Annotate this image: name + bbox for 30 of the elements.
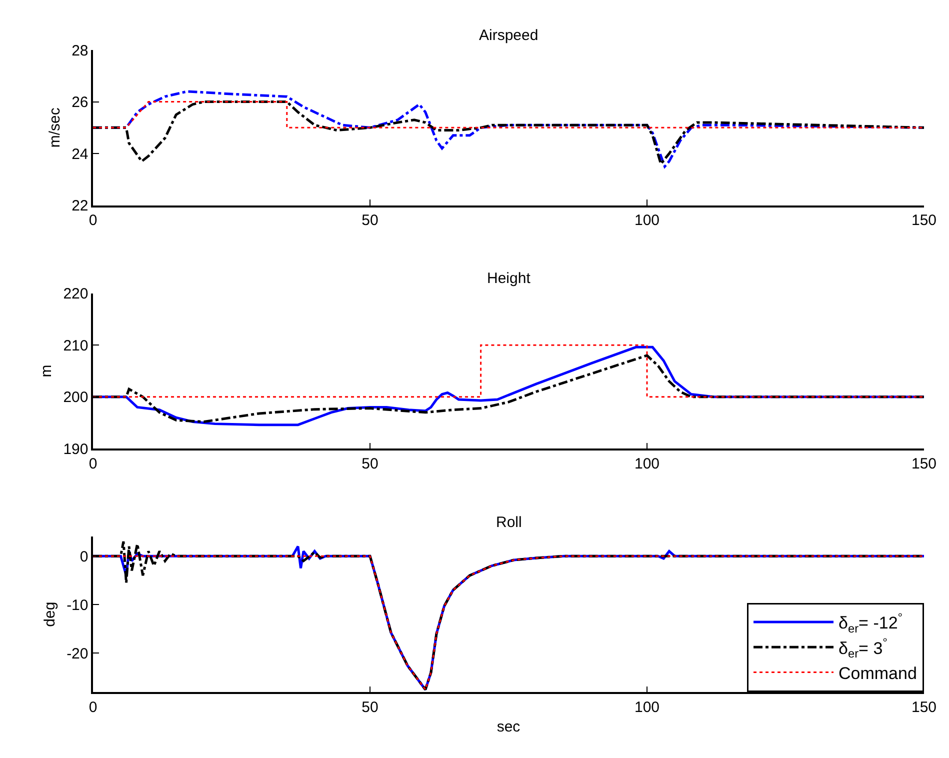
chart-title: Airspeed [479,27,538,44]
x-tick-label: 100 [634,455,660,472]
y-tick-label: 220 [63,286,88,303]
y-tick-label: 200 [63,389,88,406]
x-tick-label: 100 [634,698,660,716]
y-tick-label: 24 [72,146,88,163]
y-tick-label: 210 [63,337,88,354]
x-tick-label: 50 [362,455,378,472]
y-tick-label: 190 [63,440,88,458]
chart-title: Roll [496,514,522,531]
chart-title: Height [487,270,532,287]
y-tick-label: -10 [66,596,88,614]
legend-label: Command [838,664,917,683]
y-axis-title: m [38,364,55,378]
legend-label: δ$_{er}$= -12$^{°}$ [838,610,903,636]
y-tick-label: 26 [72,94,88,112]
x-tick-label: 150 [911,455,937,472]
x-axis-title: sec [496,718,521,736]
x-tick-label: 50 [362,212,378,230]
x-tick-label: 100 [634,212,660,230]
legend-label: δ$_{er}$= 3$^{°}$ [838,636,888,660]
y-axis-title: deg [41,602,58,627]
y-axis-title: m/sec [46,107,64,148]
x-tick-label: 150 [911,212,937,230]
x-tick-label: 50 [362,698,378,716]
y-tick-label: 0 [80,548,88,566]
y-tick-label: 28 [72,42,88,60]
y-tick-label: 22 [72,198,88,215]
y-tick-label: -20 [66,645,88,662]
x-tick-label: 150 [911,698,937,716]
